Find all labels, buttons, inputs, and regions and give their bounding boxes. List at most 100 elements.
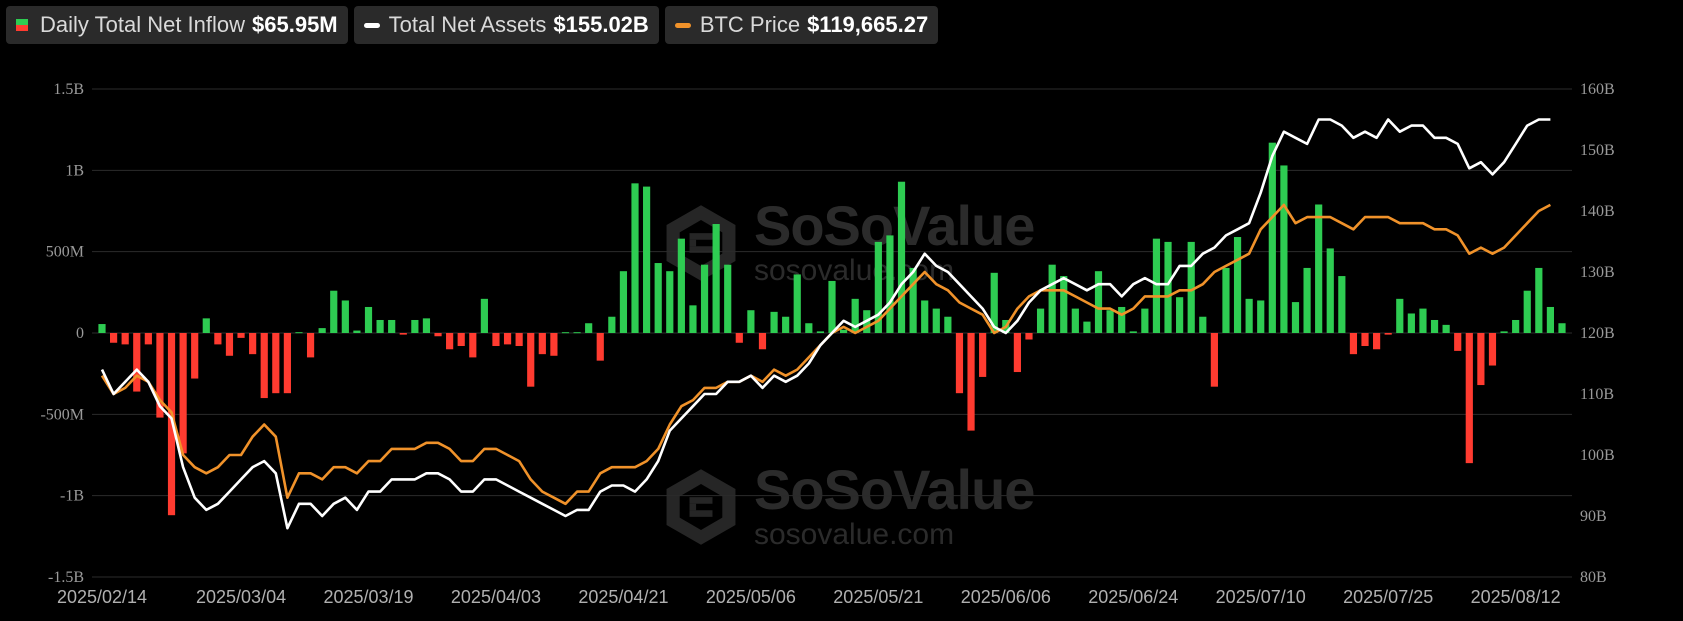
watermark-brand: SoSoValue xyxy=(754,194,1035,257)
x-axis-tick: 2025/03/04 xyxy=(196,587,286,607)
inflow-bar xyxy=(1048,264,1056,333)
x-axis-tick: 2025/04/21 xyxy=(578,587,668,607)
inflow-bar xyxy=(944,316,952,333)
inflow-bar xyxy=(1257,300,1265,333)
inflow-bar xyxy=(318,328,326,333)
legend-btc[interactable]: BTC Price $119,665.27 xyxy=(664,6,939,44)
inflow-bar xyxy=(1036,308,1045,333)
x-axis-tick: 2025/05/21 xyxy=(833,587,923,607)
inflow-bar xyxy=(480,298,488,333)
inflow-bar xyxy=(770,311,778,333)
inflow-bar xyxy=(179,333,187,454)
assets-swatch-icon xyxy=(363,22,380,28)
inflow-bar xyxy=(1396,298,1404,333)
inflow-bar xyxy=(1233,237,1242,333)
inflow-bar xyxy=(434,333,442,337)
left-axis-tick: 500M xyxy=(46,244,84,261)
right-axis-tick: 150B xyxy=(1580,142,1615,159)
inflow-bar xyxy=(538,333,546,355)
x-axis-tick: 2025/06/06 xyxy=(961,587,1051,607)
inflow-bar xyxy=(1407,313,1415,333)
inflow-bar xyxy=(909,267,917,333)
x-axis-tick: 2025/07/10 xyxy=(1216,587,1306,607)
left-axis-tick: 0 xyxy=(76,325,84,342)
inflow-bar xyxy=(353,330,361,333)
inflow-swatch-icon xyxy=(16,19,28,31)
inflow-bar xyxy=(851,298,859,333)
inflow-bar xyxy=(364,306,373,333)
inflow-bar xyxy=(932,308,940,333)
inflow-bar xyxy=(897,181,906,333)
inflow-bar xyxy=(955,333,964,394)
inflow-bar xyxy=(619,271,628,333)
inflow-bar xyxy=(1199,316,1207,333)
inflow-bar xyxy=(1558,323,1566,333)
inflow-bar xyxy=(921,300,929,333)
inflow-bar xyxy=(886,235,894,333)
inflow-bars xyxy=(98,142,1566,516)
left-axis-tick: -1.5B xyxy=(48,569,84,586)
inflow-bar xyxy=(1245,298,1253,333)
inflow-bar xyxy=(388,319,396,333)
watermark-brand: SoSoValue xyxy=(754,458,1035,521)
legend-assets-value: $155.02B xyxy=(553,12,649,37)
inflow-bar xyxy=(1187,241,1195,333)
inflow-bar xyxy=(469,333,477,358)
inflow-bar xyxy=(515,333,523,347)
legend-assets-label: Total Net Assets xyxy=(388,12,547,37)
inflow-bar xyxy=(805,323,813,333)
x-axis-tick: 2025/07/25 xyxy=(1343,587,1433,607)
axis-ticks: 1.5B 1B 500M 0 -500M -1B -1.5B 160B 150B 140B 130B… xyxy=(40,81,1614,607)
left-axis-tick: 1B xyxy=(65,162,84,179)
inflow-bar xyxy=(1025,333,1033,340)
inflow-bar xyxy=(1106,310,1114,333)
inflow-bar xyxy=(608,316,616,333)
right-axis-tick: 140B xyxy=(1580,203,1615,220)
series-lines xyxy=(100,118,1552,530)
legend-bar: Daily Total Net Inflow $65.95M Total Net… xyxy=(6,6,939,44)
right-axis-tick: 90B xyxy=(1580,508,1607,525)
inflow-bar xyxy=(1210,333,1218,387)
inflow-bar xyxy=(1129,331,1137,333)
inflow-bar xyxy=(550,333,558,356)
inflow-bar xyxy=(666,271,674,333)
inflow-bar xyxy=(979,333,987,377)
inflow-bar xyxy=(758,333,767,350)
x-axis-tick: 2025/06/24 xyxy=(1088,587,1178,607)
inflow-bar xyxy=(446,333,454,350)
legend-inflow-label: Daily Total Net Inflow xyxy=(40,12,246,37)
legend-assets[interactable]: Total Net Assets $155.02B xyxy=(353,6,659,44)
inflow-bar xyxy=(700,264,709,333)
inflow-bar xyxy=(156,333,164,418)
inflow-bar xyxy=(341,300,349,333)
inflow-bar xyxy=(1373,333,1381,350)
inflow-bar xyxy=(306,333,315,358)
inflow-bar xyxy=(1338,276,1346,333)
inflow-bar xyxy=(735,333,743,343)
inflow-bar xyxy=(1430,319,1439,333)
inflow-bar xyxy=(874,241,882,333)
inflow-bar xyxy=(1361,333,1369,347)
inflow-bar xyxy=(1222,267,1230,333)
legend-inflow[interactable]: Daily Total Net Inflow $65.95M xyxy=(6,6,348,44)
inflow-bar xyxy=(782,316,790,333)
legend-btc-label: BTC Price xyxy=(699,12,801,37)
inflow-bar xyxy=(596,333,604,361)
x-axis-tick: 2025/03/19 xyxy=(323,587,413,607)
inflow-bar xyxy=(411,319,419,333)
inflow-bar xyxy=(1141,308,1149,333)
inflow-bar xyxy=(712,224,720,333)
inflow-bar xyxy=(1546,306,1555,333)
inflow-bar xyxy=(1303,267,1311,333)
inflow-bar xyxy=(1326,248,1334,333)
inflow-bar xyxy=(654,263,662,333)
x-axis-tick: 2025/04/03 xyxy=(451,587,541,607)
inflow-bar xyxy=(1442,324,1450,333)
inflow-bar xyxy=(561,332,570,334)
left-axis-tick: 1.5B xyxy=(53,81,84,98)
inflow-bar xyxy=(98,324,106,333)
inflow-bar xyxy=(376,319,384,333)
inflow-bar xyxy=(1500,331,1508,333)
inflow-bar xyxy=(1291,302,1300,333)
